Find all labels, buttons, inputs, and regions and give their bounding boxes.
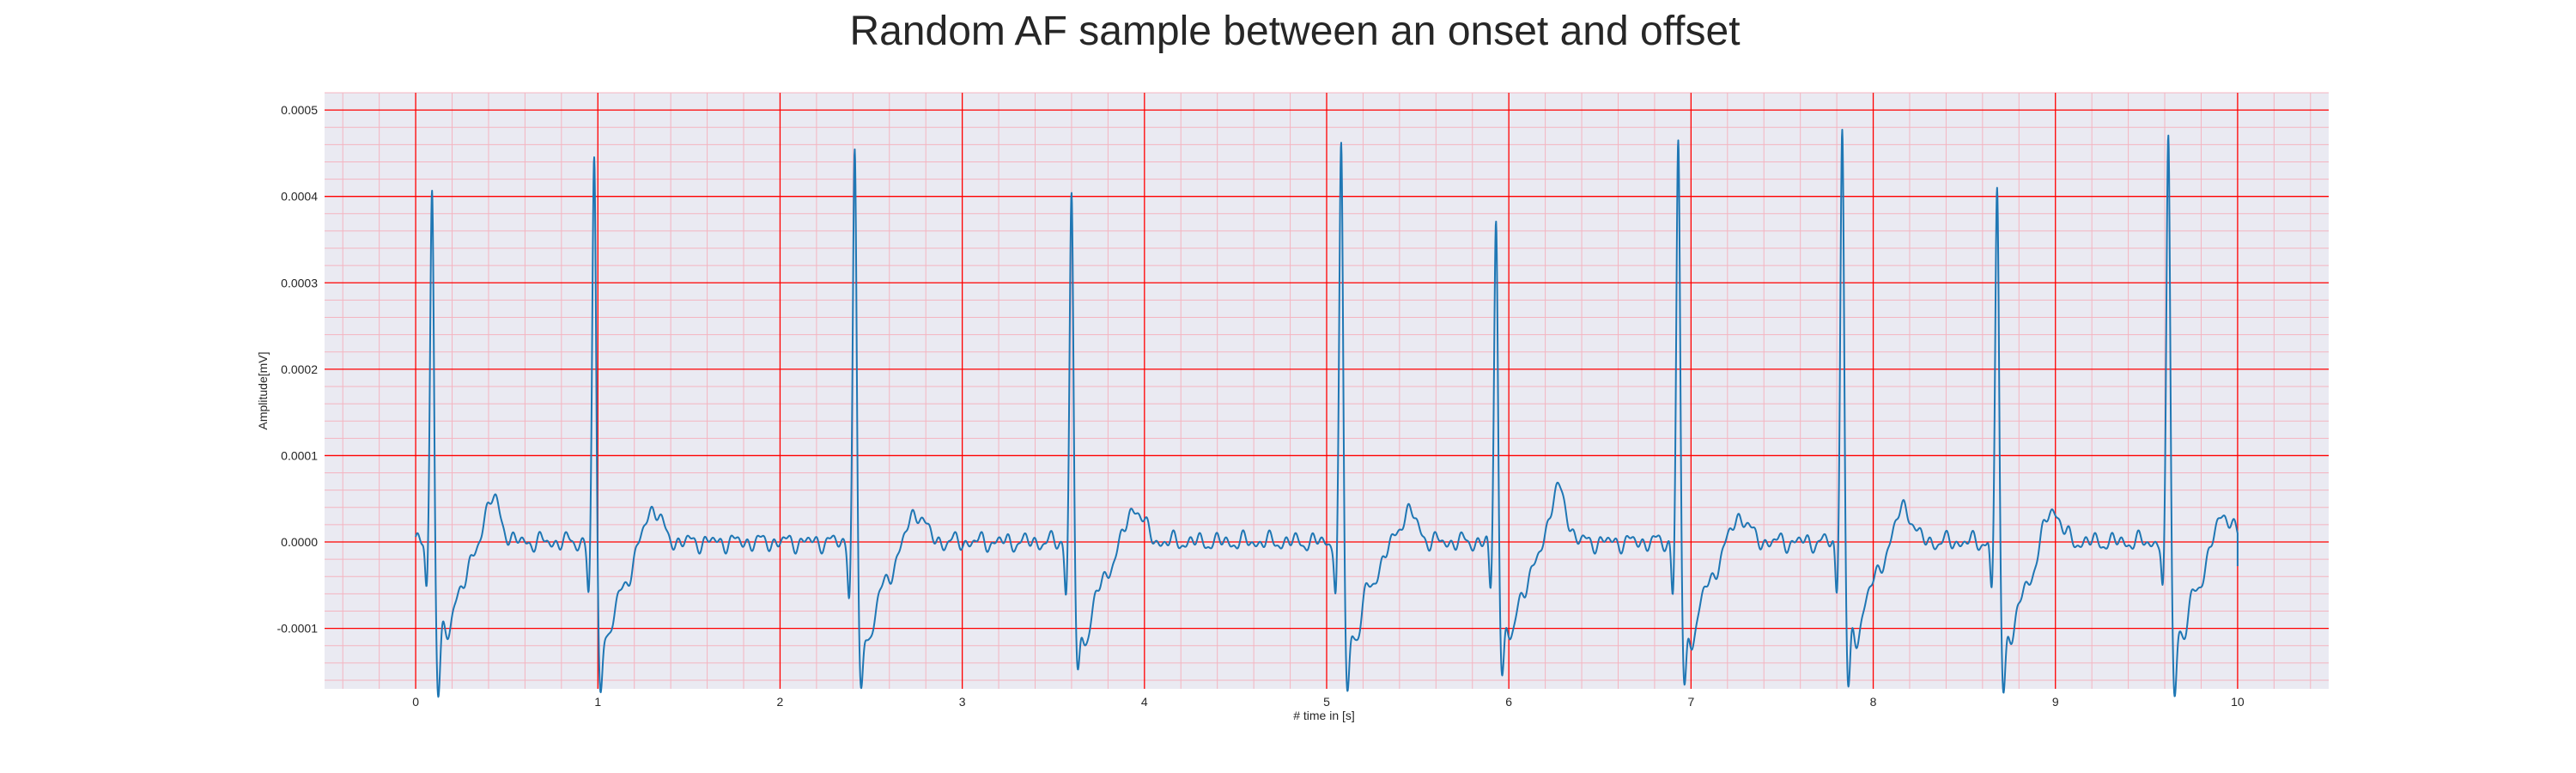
x-tick-label: 8 [1870, 695, 1877, 709]
x-tick-label: 4 [1141, 695, 1148, 709]
x-tick-label: 6 [1505, 695, 1512, 709]
y-tick-label: 0.0004 [281, 190, 318, 204]
y-tick-label: 0.0001 [281, 448, 318, 462]
y-axis-ticks: -0.0001 0.0000 0.0001 0.0002 0.0003 0.0004 0.0… [277, 103, 319, 635]
chart-title: Random AF sample between an onset and of… [849, 9, 1740, 54]
x-tick-label: 5 [1323, 695, 1330, 709]
x-axis-label: # time in [s] [1293, 709, 1355, 722]
y-tick-label: 0.0002 [281, 362, 318, 376]
ecg-series-line [415, 128, 2239, 698]
x-tick-label: 10 [2231, 695, 2245, 709]
y-tick-label: 0.0005 [281, 103, 318, 117]
x-tick-label: 1 [594, 695, 601, 709]
y-tick-label: -0.0001 [277, 622, 319, 636]
x-tick-label: 2 [777, 695, 784, 709]
y-axis-label: Amplitude[mV] [256, 351, 270, 429]
y-tick-label: 0.0000 [281, 535, 318, 549]
x-tick-label: 3 [959, 695, 966, 709]
x-tick-label: 7 [1687, 695, 1694, 709]
x-tick-label: 9 [2052, 695, 2059, 709]
x-tick-label: 0 [412, 695, 419, 709]
x-axis-ticks: 0 1 2 3 4 5 6 7 8 9 10 [412, 695, 2245, 709]
y-tick-label: 0.0003 [281, 276, 318, 289]
